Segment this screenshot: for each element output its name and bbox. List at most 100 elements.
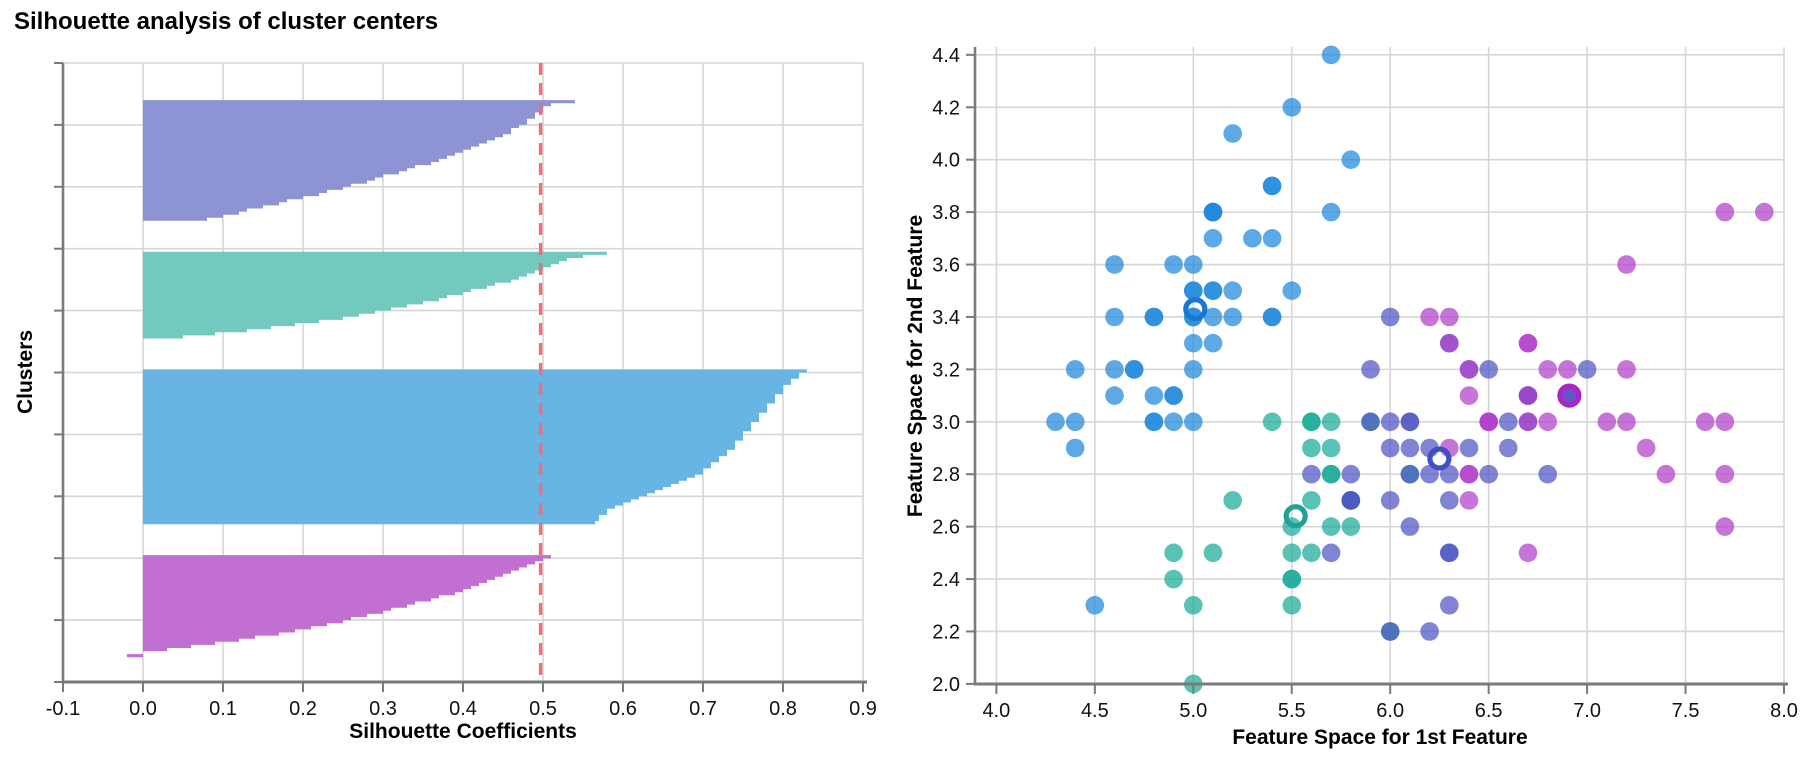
scatter-point [1656,464,1676,484]
scatter-point [1321,412,1341,432]
scatter-point [1440,464,1459,484]
scatter-point [1459,386,1479,405]
tick-label: 3.2 [932,359,960,381]
silhouette-cluster-teal [143,251,607,339]
scatter-point [1341,464,1361,484]
tick-label: 5.5 [1278,700,1306,722]
scatter-point [1577,360,1597,379]
tick-label: 2.4 [932,569,960,591]
scatter-point [1144,307,1164,327]
silhouette-cluster-magenta [127,555,551,658]
scatter-point [1282,98,1302,117]
scatter-point [1065,360,1085,379]
scatter-point [1262,176,1282,196]
scatter-point [1518,543,1538,563]
tick-label: 0.0 [129,698,157,720]
scatter-point [1755,202,1774,222]
cluster-center-marker [1557,383,1582,408]
scatter-point [1065,438,1085,458]
tick-label: 0.8 [769,698,797,720]
scatter-point [1184,412,1203,432]
scatter-point [1341,150,1361,169]
tick-label: -0.1 [46,698,80,720]
scatter-point [1636,438,1656,458]
scatter-point [1203,333,1223,353]
scatter-point [1105,307,1124,327]
scatter-point [1617,360,1636,379]
scatter-point [1341,491,1361,510]
scatter-point [1321,464,1341,484]
scatter-point [1321,202,1341,222]
scatter-point [1184,596,1203,615]
scatter-point [1321,517,1341,536]
scatter-point [1538,464,1557,484]
scatter-point [1164,412,1183,432]
scatter-point [1184,281,1203,301]
scatter-point [1499,438,1518,458]
scatter-point [1459,438,1479,458]
scatter-point [1203,281,1223,301]
scatter-point [1184,255,1203,274]
scatter-point [1400,464,1420,484]
tick-label: 2.6 [932,517,960,539]
cluster-center-marker [1427,446,1452,471]
scatter-point [1380,438,1400,458]
scatter-point [1105,386,1124,405]
scatter-point [1695,412,1715,432]
scatter-point [1341,517,1361,536]
tick-label: 2.8 [932,464,960,486]
scatter-point [1164,543,1183,563]
scatter-point [1459,464,1479,484]
tick-label: 4.0 [982,700,1010,722]
scatter-point [1715,464,1735,484]
scatter-point [1380,491,1400,510]
tick-label: 4.4 [932,45,960,67]
scatter-point [1144,412,1164,432]
scatter-point [1400,412,1420,432]
scatter-point [1203,202,1223,222]
scatter-point [1380,622,1400,641]
scatter-point [1479,412,1498,432]
scatter-point [1420,464,1439,484]
tick-label: 6.0 [1376,700,1404,722]
scatter-point [1105,255,1124,274]
scatter-point [1262,229,1282,248]
tick-label: 4.0 [932,150,960,172]
scatter-point [1203,543,1223,563]
scatter-point [1617,412,1636,432]
tick-label: 3.0 [932,412,960,434]
scatter-point [1420,307,1439,327]
tick-label: 0.1 [209,698,237,720]
scatter-point [1164,255,1183,274]
scatter-point [1321,543,1341,563]
tick-label: 0.5 [529,698,557,720]
scatter-point [1400,438,1420,458]
scatter-point [1321,45,1341,65]
scatter-point [1105,360,1124,379]
scatter-point [1302,543,1321,563]
scatter-point [1302,491,1321,510]
scatter-point [1440,596,1459,615]
tick-label: 2.2 [932,621,960,643]
tick-label: 6.5 [1475,700,1503,722]
scatter-point [1065,412,1085,432]
scatter-point [1459,360,1479,379]
scatter-point [1479,360,1498,379]
scatter-point [1223,491,1242,510]
tick-label: 3.6 [932,255,960,277]
scatter-point [1558,360,1577,379]
scatter-point [1380,412,1400,432]
scatter-point [1518,412,1538,432]
tick-label: 0.6 [609,698,637,720]
scatter-point [1499,412,1518,432]
scatter-point [1597,412,1617,432]
tick-label: 3.4 [932,307,960,329]
silhouette-cluster-slate [143,100,575,221]
scatter-point [1459,491,1479,510]
scatter-point [1440,543,1459,563]
scatter-point [1440,307,1459,327]
scatter-point [1380,307,1400,327]
scatter-point [1361,412,1380,432]
scatter-x-axis-label: Feature Space for 1st Feature [1232,726,1528,749]
